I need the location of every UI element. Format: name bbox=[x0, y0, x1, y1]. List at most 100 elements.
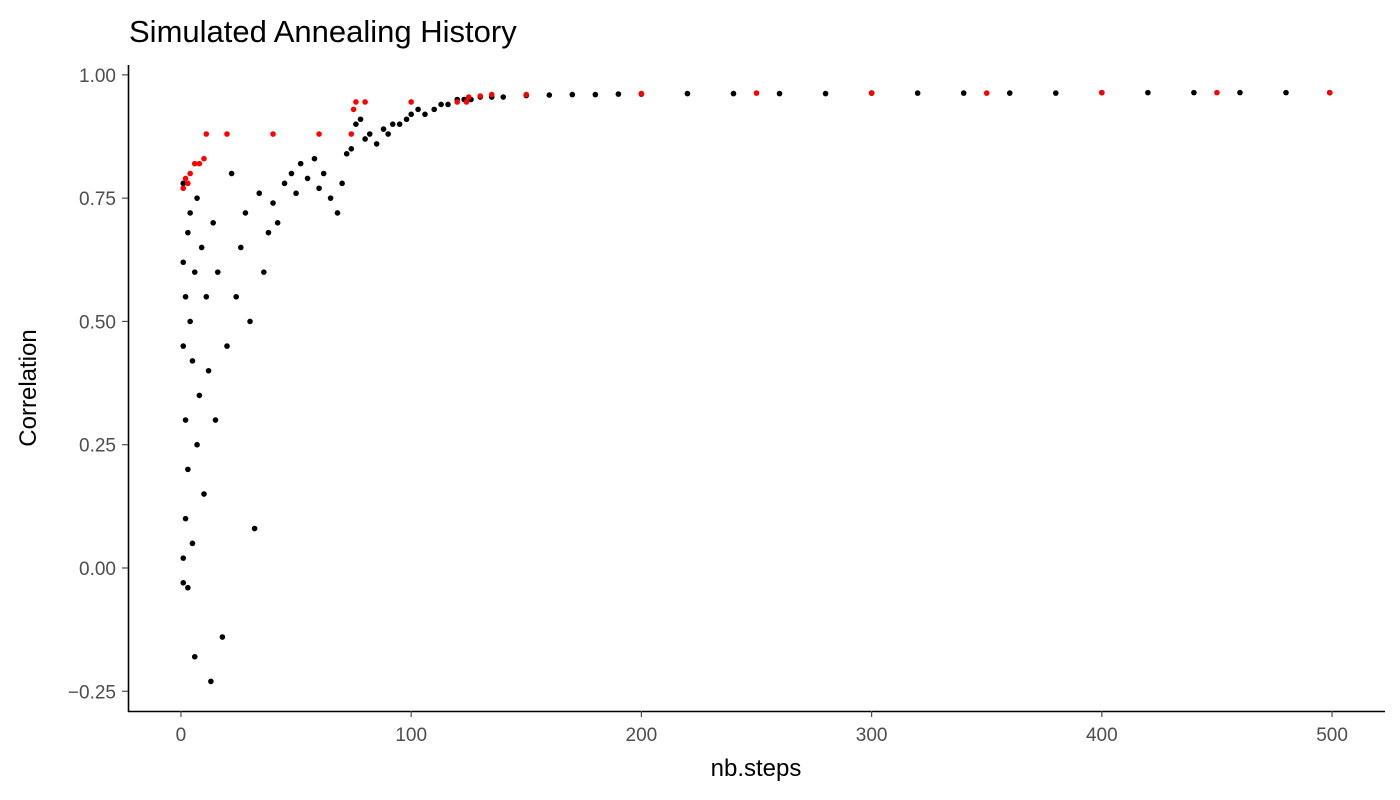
best-point bbox=[201, 155, 207, 162]
current-point bbox=[242, 210, 249, 216]
best-point bbox=[983, 90, 990, 96]
x-tick-label: 500 bbox=[1316, 725, 1348, 746]
current-point bbox=[380, 126, 387, 132]
best-point bbox=[454, 99, 461, 105]
current-point bbox=[445, 101, 451, 108]
current-point bbox=[960, 90, 967, 96]
best-point bbox=[224, 131, 230, 137]
current-point bbox=[1191, 89, 1197, 96]
current-point bbox=[615, 91, 622, 97]
y-tick-label: 0.50 bbox=[79, 312, 116, 333]
current-point bbox=[822, 90, 829, 97]
current-point bbox=[189, 358, 196, 364]
current-point bbox=[546, 92, 553, 98]
y-tick-label: 1.00 bbox=[79, 66, 116, 87]
current-point bbox=[212, 417, 219, 423]
current-point bbox=[415, 106, 421, 113]
current-point bbox=[730, 90, 737, 97]
best-point bbox=[868, 90, 875, 96]
current-point bbox=[281, 180, 288, 187]
current-point bbox=[1145, 89, 1151, 96]
current-point bbox=[334, 210, 341, 216]
best-point bbox=[753, 90, 760, 96]
best-point bbox=[362, 99, 368, 105]
best-point bbox=[353, 99, 359, 105]
current-point bbox=[261, 269, 267, 275]
current-point bbox=[297, 160, 304, 167]
best-point bbox=[408, 99, 414, 105]
current-point bbox=[569, 91, 576, 98]
best-point bbox=[348, 131, 355, 137]
x-tick-label: 100 bbox=[395, 725, 427, 746]
x-axis-ticks: 0 100 200 300 400 500 bbox=[176, 711, 1348, 746]
x-tick-label: 0 bbox=[176, 725, 187, 746]
best-point bbox=[465, 94, 472, 100]
current-point bbox=[182, 515, 189, 522]
current-point bbox=[343, 150, 350, 157]
current-point bbox=[362, 136, 368, 142]
current-point bbox=[182, 293, 189, 300]
best-point bbox=[187, 170, 193, 177]
current-point bbox=[185, 229, 191, 236]
current-point bbox=[194, 441, 200, 448]
best-point bbox=[1326, 89, 1333, 96]
best-point bbox=[463, 99, 470, 105]
best-point bbox=[180, 185, 187, 192]
current-point bbox=[205, 367, 212, 374]
current-point bbox=[500, 94, 507, 100]
current-point bbox=[187, 210, 193, 216]
current-point bbox=[373, 141, 380, 147]
current-point bbox=[1052, 90, 1059, 96]
current-point bbox=[191, 653, 198, 660]
current-point bbox=[320, 170, 327, 177]
current-point bbox=[438, 101, 444, 108]
current-point bbox=[270, 200, 276, 206]
y-axis-ticks: −0.25 0.00 0.25 0.50 0.75 1.00 bbox=[68, 66, 128, 703]
current-point bbox=[187, 318, 193, 325]
x-tick-label: 400 bbox=[1086, 725, 1118, 746]
current-point bbox=[198, 244, 205, 251]
current-point bbox=[185, 584, 191, 591]
current-point bbox=[265, 229, 272, 236]
best-point bbox=[196, 160, 203, 167]
current-point bbox=[224, 343, 230, 349]
current-point bbox=[182, 417, 189, 423]
current-point bbox=[408, 111, 414, 118]
current-point bbox=[293, 190, 299, 197]
best-solution-points bbox=[180, 89, 1333, 192]
best-point bbox=[350, 106, 357, 113]
current-point bbox=[274, 220, 281, 226]
current-point bbox=[431, 106, 437, 113]
current-point bbox=[180, 259, 187, 266]
current-point bbox=[339, 180, 345, 187]
current-point bbox=[396, 121, 403, 127]
current-point bbox=[194, 195, 200, 201]
best-point bbox=[1099, 89, 1105, 96]
current-point bbox=[357, 116, 364, 123]
current-point bbox=[203, 293, 210, 300]
y-tick-label: 0.25 bbox=[79, 436, 116, 457]
current-point bbox=[1006, 90, 1013, 96]
current-point bbox=[180, 579, 187, 586]
current-point bbox=[1283, 89, 1289, 96]
current-point bbox=[191, 269, 198, 275]
current-point bbox=[311, 155, 318, 162]
current-point bbox=[185, 466, 191, 473]
current-point bbox=[776, 90, 783, 97]
current-point bbox=[304, 175, 311, 182]
x-axis-title: nb.steps bbox=[711, 755, 802, 782]
current-point bbox=[316, 185, 322, 192]
current-point bbox=[196, 392, 203, 399]
current-point bbox=[214, 269, 221, 275]
x-tick-label: 200 bbox=[626, 725, 658, 746]
best-point bbox=[477, 93, 484, 99]
current-point bbox=[684, 90, 691, 97]
best-point bbox=[488, 91, 495, 98]
best-point bbox=[1214, 89, 1220, 96]
chart-title: Simulated Annealing History bbox=[129, 14, 517, 49]
best-point bbox=[185, 180, 191, 187]
current-point bbox=[348, 146, 355, 152]
y-tick-label: 0.00 bbox=[79, 559, 116, 580]
current-point bbox=[201, 491, 207, 497]
current-point bbox=[210, 220, 216, 226]
